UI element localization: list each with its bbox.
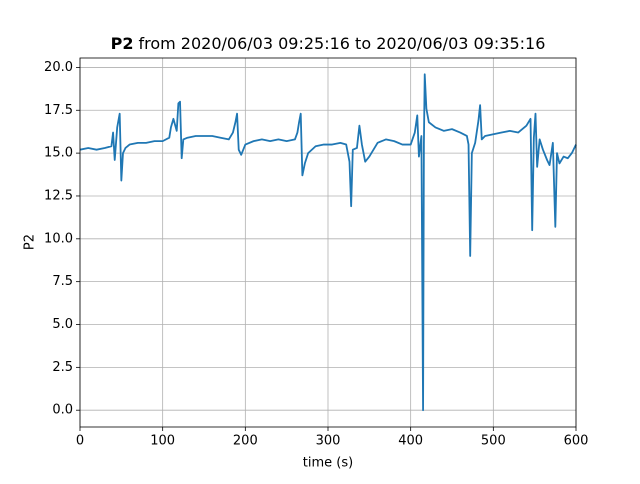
x-tick-label: 600 — [564, 434, 589, 449]
title-rest: from 2020/06/03 09:25:16 to 2020/06/03 0… — [138, 34, 545, 53]
x-tick-label: 0 — [76, 434, 84, 449]
y-axis-label: P2 — [23, 234, 38, 250]
y-tick-label: 17.5 — [44, 103, 73, 118]
y-tick-label: 15.0 — [44, 146, 73, 161]
x-tick-label: 200 — [233, 434, 258, 449]
data-line — [79, 73, 577, 412]
x-tick-label: 500 — [481, 434, 506, 449]
y-tick-label: 20.0 — [44, 60, 73, 75]
y-tick-label: 10.0 — [44, 231, 73, 246]
x-tick-label: 100 — [150, 434, 175, 449]
x-tick-label: 300 — [316, 434, 341, 449]
title-bold: P2 — [111, 34, 134, 53]
chart-title: P2 from 2020/06/03 09:25:16 to 2020/06/03… — [111, 34, 546, 53]
y-tick-label: 5.0 — [52, 317, 73, 332]
x-tick-label: 400 — [398, 434, 423, 449]
x-axis-label: time (s) — [303, 456, 353, 471]
y-tick-label: 12.5 — [44, 188, 73, 203]
y-tick-label: 7.5 — [52, 274, 73, 289]
plot-frame — [79, 57, 577, 428]
y-tick-label: 0.0 — [52, 403, 73, 418]
y-tick-label: 2.5 — [52, 360, 73, 375]
